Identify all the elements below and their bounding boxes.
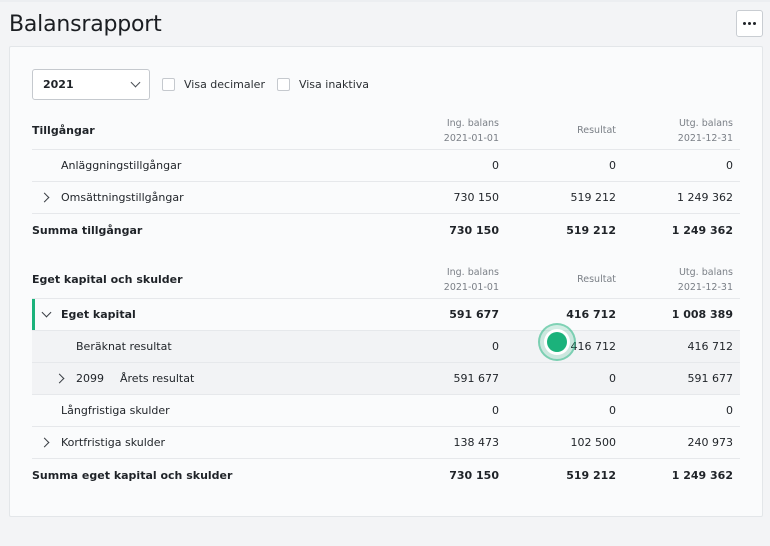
show-inactive-checkbox[interactable]: Visa inaktiva: [276, 78, 370, 91]
cell-closing: 1 008 389: [671, 308, 733, 321]
report-card: 2021 Visa decimaler Visa inaktiva Tillgå…: [9, 46, 763, 517]
cell-closing: 1 249 362: [671, 223, 733, 237]
cell-opening: 730 150: [453, 191, 500, 204]
more-dots-icon: [743, 22, 756, 25]
cell-result: 102 500: [570, 436, 617, 449]
cell-opening: 591 677: [449, 308, 499, 321]
table-row[interactable]: Anläggningstillgångar 0 0 0: [32, 150, 740, 182]
col-header-opening: Ing. balans 2021-01-01: [443, 266, 499, 293]
show-decimals-checkbox[interactable]: Visa decimaler: [162, 78, 265, 91]
year-select-value: 2021: [43, 78, 74, 91]
cell-result: 0: [609, 404, 616, 417]
row-name: Kortfristiga skulder: [61, 436, 166, 449]
year-select[interactable]: 2021: [32, 69, 150, 100]
cell-result: 519 212: [566, 468, 616, 482]
col-header-opening: Ing. balans 2021-01-01: [443, 117, 499, 144]
account-number: 2099: [76, 372, 104, 385]
row-name: Årets resultat: [120, 372, 195, 385]
more-options-button[interactable]: [736, 10, 763, 37]
checkbox-label: Visa decimaler: [184, 78, 265, 91]
cell-opening: 730 150: [449, 468, 499, 482]
cell-closing: 240 973: [687, 436, 734, 449]
top-border: [0, 0, 770, 2]
row-name: Anläggningstillgångar: [61, 159, 182, 172]
cell-opening: 0: [492, 404, 499, 417]
group-row-equity[interactable]: Eget kapital 591 677 416 712 1 008 389: [32, 299, 740, 331]
chevron-down-icon: [130, 77, 141, 88]
chevron-down-icon[interactable]: [41, 307, 52, 318]
col-header-result: Resultat: [577, 274, 616, 285]
col-header-closing: Utg. balans 2021-12-31: [677, 117, 733, 144]
section-title: Eget kapital och skulder: [32, 273, 183, 286]
page-title: Balansrapport: [9, 12, 162, 37]
cell-closing: 0: [726, 159, 733, 172]
cell-result: 0: [609, 159, 616, 172]
cell-result: 519 212: [570, 191, 617, 204]
total-row: Summa eget kapital och skulder 730 150 5…: [32, 459, 740, 491]
chevron-right-icon[interactable]: [39, 192, 50, 203]
table-row[interactable]: Omsättningstillgångar 730 150 519 212 1 …: [32, 182, 740, 214]
table-row[interactable]: 2099 Årets resultat 591 677 0 591 677: [32, 363, 740, 395]
equity-header-row: Eget kapital och skulder Ing. balans 2021…: [32, 261, 740, 299]
row-name: Summa eget kapital och skulder: [32, 468, 233, 482]
col-header-result: Resultat: [577, 125, 616, 136]
cell-result: 519 212: [566, 223, 616, 237]
selected-accent-bar: [32, 299, 35, 330]
cell-result: 416 712: [566, 308, 616, 321]
cell-closing: 1 249 362: [677, 191, 733, 204]
chevron-right-icon[interactable]: [54, 373, 65, 384]
cell-opening: 730 150: [449, 223, 499, 237]
row-name: Omsättningstillgångar: [61, 191, 184, 204]
row-name: Beräknat resultat: [76, 340, 172, 353]
assets-header-row: Tillgångar Ing. balans 2021-01-01 Resulta…: [32, 112, 740, 150]
cell-opening: 0: [492, 340, 499, 353]
row-name: Summa tillgångar: [32, 223, 143, 237]
equity-table: Eget kapital och skulder Ing. balans 2021…: [32, 261, 740, 491]
row-name: Eget kapital: [61, 308, 136, 321]
col-header-closing: Utg. balans 2021-12-31: [677, 266, 733, 293]
assets-table: Tillgångar Ing. balans 2021-01-01 Resulta…: [32, 112, 740, 246]
cell-opening: 591 677: [453, 372, 500, 385]
cell-opening: 0: [492, 159, 499, 172]
row-name: Långfristiga skulder: [61, 404, 170, 417]
table-row[interactable]: Kortfristiga skulder 138 473 102 500 240…: [32, 427, 740, 459]
cell-closing: 0: [726, 404, 733, 417]
cell-opening: 138 473: [453, 436, 500, 449]
report-controls: 2021 Visa decimaler Visa inaktiva: [32, 69, 369, 100]
cell-result: 416 712: [570, 340, 617, 353]
cell-closing: 1 249 362: [671, 468, 733, 482]
total-row: Summa tillgångar 730 150 519 212 1 249 3…: [32, 214, 740, 246]
cell-result: 0: [609, 372, 616, 385]
chevron-right-icon[interactable]: [39, 437, 50, 448]
checkbox-box[interactable]: [276, 78, 290, 91]
section-title: Tillgångar: [32, 124, 95, 137]
checkbox-label: Visa inaktiva: [298, 78, 370, 91]
table-row[interactable]: Beräknat resultat 0 416 712 416 712: [32, 331, 740, 363]
cell-closing: 591 677: [687, 372, 734, 385]
click-indicator-icon: [538, 323, 576, 361]
checkbox-box[interactable]: [162, 78, 175, 91]
cell-closing: 416 712: [687, 340, 734, 353]
table-row[interactable]: Långfristiga skulder 0 0 0: [32, 395, 740, 427]
